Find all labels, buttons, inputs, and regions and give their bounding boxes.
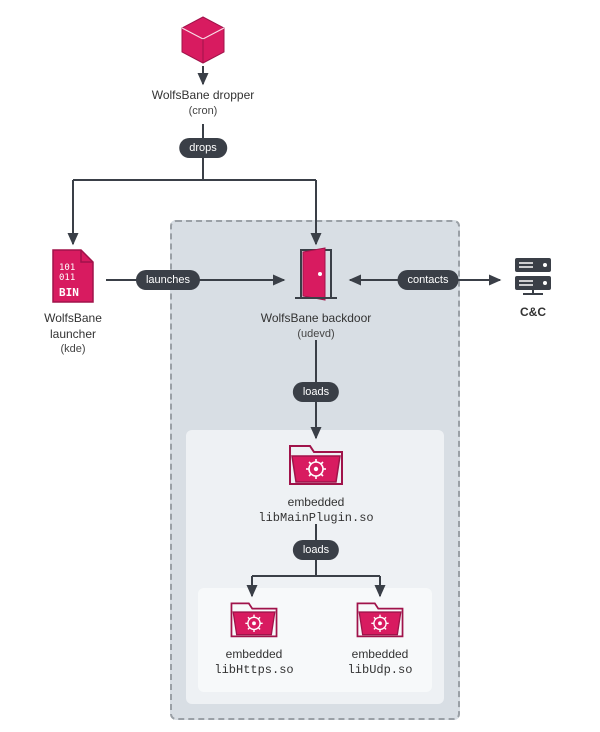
folder-gear-icon bbox=[228, 598, 280, 643]
main-plugin-node: embedded libMainPlugin.so bbox=[256, 440, 376, 526]
launcher-node: 101 011 BIN WolfsBane launcher (kde) bbox=[20, 248, 126, 356]
edge-loads2: loads bbox=[293, 540, 339, 560]
https-plugin-title: embedded bbox=[204, 647, 304, 663]
launcher-sub: (kde) bbox=[20, 342, 126, 356]
backdoor-title: WolfsBane backdoor bbox=[260, 311, 372, 327]
dropper-node: WolfsBane dropper (cron) bbox=[150, 15, 256, 118]
bin-file-icon: 101 011 BIN bbox=[51, 248, 95, 307]
svg-text:101: 101 bbox=[59, 263, 75, 273]
cube-icon bbox=[180, 15, 226, 68]
cc-title: C&C bbox=[498, 305, 568, 321]
svg-text:BIN: BIN bbox=[59, 286, 79, 299]
https-plugin-sub: libHttps.so bbox=[204, 663, 304, 679]
https-plugin-node: embedded libHttps.so bbox=[204, 598, 304, 678]
wolfsbane-diagram: WolfsBane dropper (cron) 101 011 BIN Wol… bbox=[0, 0, 600, 732]
server-icon bbox=[511, 254, 555, 301]
udp-plugin-sub: libUdp.so bbox=[330, 663, 430, 679]
cc-node: C&C bbox=[498, 254, 568, 321]
main-plugin-title: embedded bbox=[256, 495, 376, 511]
udp-plugin-title: embedded bbox=[330, 647, 430, 663]
dropper-title: WolfsBane dropper bbox=[150, 88, 256, 104]
edge-loads1: loads bbox=[293, 382, 339, 402]
svg-text:011: 011 bbox=[59, 273, 75, 283]
backdoor-node: WolfsBane backdoor (udevd) bbox=[260, 246, 372, 341]
edge-drops: drops bbox=[179, 138, 227, 158]
backdoor-sub: (udevd) bbox=[260, 327, 372, 341]
launcher-title: WolfsBane launcher bbox=[20, 311, 126, 342]
door-icon bbox=[291, 246, 341, 307]
edge-launches: launches bbox=[136, 270, 200, 290]
main-plugin-sub: libMainPlugin.so bbox=[256, 511, 376, 527]
edge-contacts: contacts bbox=[398, 270, 459, 290]
dropper-sub: (cron) bbox=[150, 104, 256, 118]
udp-plugin-node: embedded libUdp.so bbox=[330, 598, 430, 678]
folder-gear-icon bbox=[354, 598, 406, 643]
folder-gear-icon bbox=[286, 440, 346, 491]
